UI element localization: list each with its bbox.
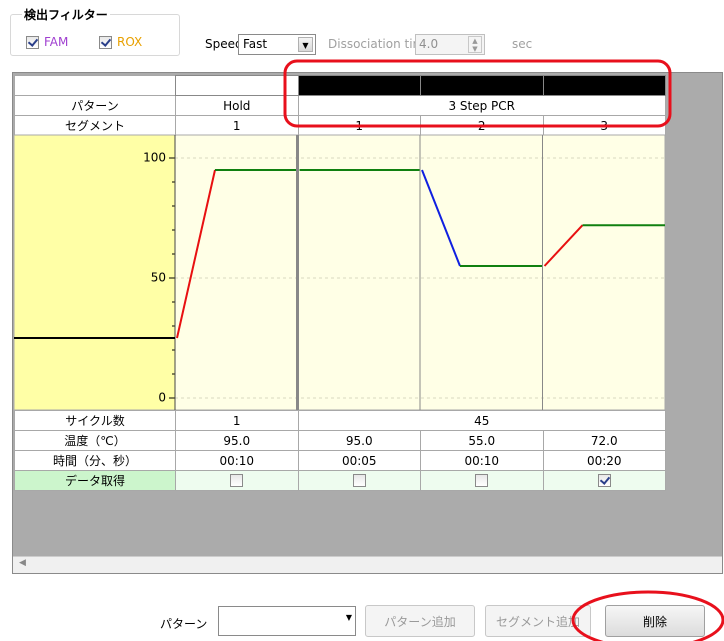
acquire-checkbox[interactable] — [475, 474, 489, 487]
segment-time: 00:10 — [420, 450, 544, 471]
row-label: データ取得 — [14, 470, 176, 491]
channel-label: FAM — [44, 35, 69, 49]
y-tick-label: 50 — [151, 271, 166, 285]
speed-label: Speed — [205, 37, 243, 51]
ramp-line — [421, 169, 461, 267]
y-tick-label: 0 — [158, 391, 166, 405]
channel-checkbox[interactable] — [26, 36, 39, 49]
pattern-label: パターン — [160, 617, 208, 631]
speed-combo[interactable]: Fast ▼ — [238, 34, 316, 55]
dissociation-label: Dissociation time — [328, 37, 432, 51]
acquire-checkbox[interactable] — [597, 474, 611, 487]
y-tick-label: 100 — [143, 151, 166, 165]
ramp-line — [176, 169, 216, 339]
dropdown-arrow: ▼ — [298, 37, 313, 52]
channel-checkbox[interactable] — [99, 36, 112, 49]
add-pattern-button[interactable]: パターン追加 — [365, 605, 475, 637]
dissociation-input[interactable]: 4.0 ▲ ▼ — [415, 34, 485, 55]
acquire-checkbox[interactable] — [352, 474, 366, 487]
speed-value: Fast — [243, 37, 268, 51]
acquire-cell — [175, 470, 299, 491]
dissociation-value: 4.0 — [419, 37, 439, 51]
channel-label: ROX — [117, 35, 143, 49]
spinner: ▲ ▼ — [468, 36, 482, 53]
pattern-combo[interactable]: ▼ — [218, 606, 356, 636]
row-label: サイクル数 — [14, 410, 176, 431]
acquire-checkbox[interactable] — [230, 474, 244, 487]
dissociation-unit: sec — [512, 37, 533, 51]
row-label: 時間（分、秒） — [14, 450, 176, 471]
add-segment-button[interactable]: セグメント追加 — [485, 605, 591, 637]
dropdown-arrow: ▼ — [345, 613, 352, 622]
filter-title: 検出フィルター — [22, 6, 110, 23]
acquire-cell — [297, 470, 421, 491]
ramp-line — [543, 224, 584, 267]
scrollbar[interactable]: ◀ — [13, 556, 722, 573]
acquire-cell — [420, 470, 544, 491]
acquire-cell — [542, 470, 666, 491]
chart-axis-bg — [13, 134, 176, 411]
delete-button[interactable]: 削除 — [605, 605, 705, 637]
